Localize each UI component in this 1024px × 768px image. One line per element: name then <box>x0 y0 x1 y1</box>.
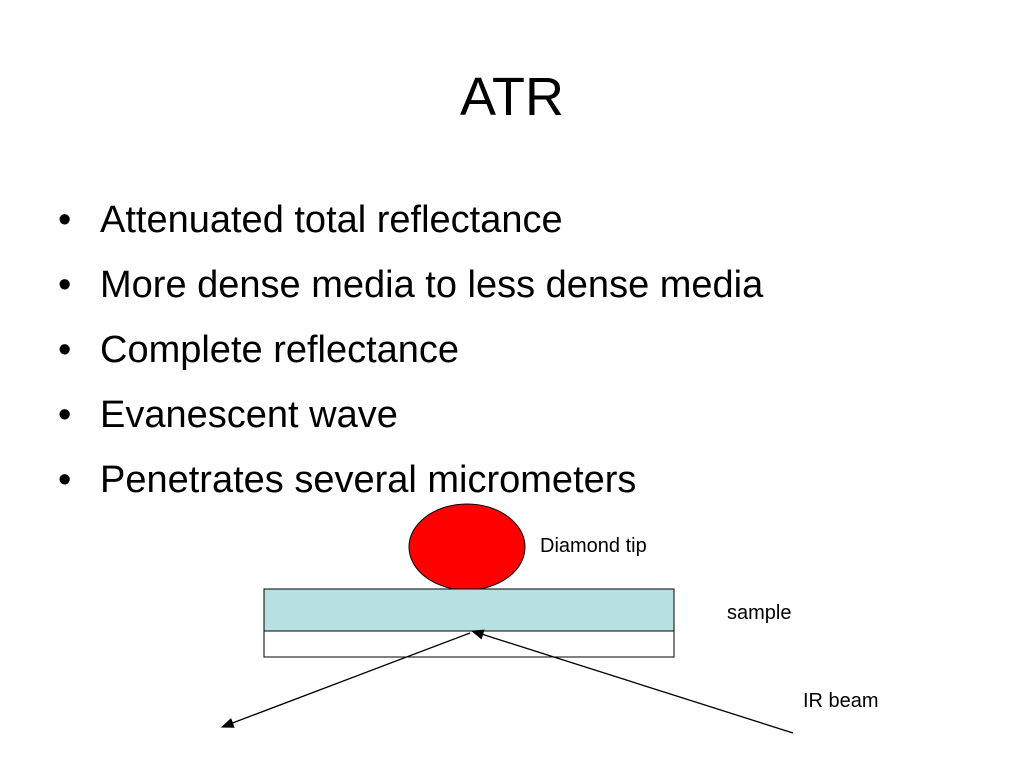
bullet: More dense media to less dense media <box>58 253 763 318</box>
bullet: Attenuated total reflectance <box>58 188 763 253</box>
outgoing-beam <box>220 632 471 728</box>
incoming-beam <box>470 629 794 734</box>
bullet: Complete reflectance <box>58 318 763 383</box>
bullet: Penetrates several micrometers <box>58 448 763 513</box>
diamond-label: Diamond tip <box>540 535 647 557</box>
diamond-tip <box>408 503 526 591</box>
beam-label: IR beam <box>803 690 879 712</box>
crystal <box>263 630 675 658</box>
slide-title: ATR <box>460 67 564 127</box>
bullet: Evanescent wave <box>58 383 763 448</box>
sample-label: sample <box>727 602 791 624</box>
bullet-list: Attenuated total reflectance More dense … <box>58 188 763 513</box>
sample <box>263 588 675 632</box>
